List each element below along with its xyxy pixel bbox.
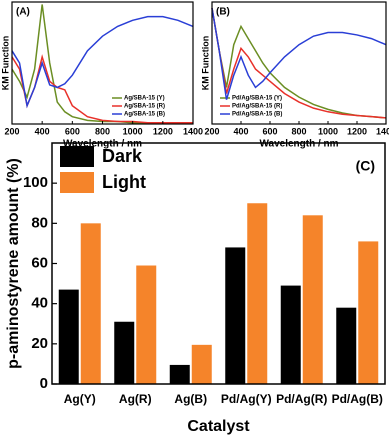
- x-tick-label: 400: [35, 126, 50, 136]
- bar: [80, 223, 101, 384]
- y-tick-label: 40: [31, 295, 48, 312]
- plot-frame: [51, 142, 386, 385]
- legend-label: Ag/SBA-15 (B): [124, 112, 165, 118]
- x-tick-label: 1200: [153, 126, 173, 136]
- x-tick-label: Ag(Y): [64, 392, 96, 406]
- plot-frame: [11, 1, 194, 125]
- x-tick-label: Pd/Ag(R): [276, 392, 327, 406]
- y-axis-title: p-aminostyrene amount (%): [5, 158, 22, 369]
- legend-label: Pd/Ag/SBA-15 (Y): [232, 96, 282, 102]
- panel-label: (B): [216, 7, 230, 18]
- y-axis-title: KM Function: [200, 36, 210, 91]
- legend-swatch: [60, 172, 94, 193]
- y-tick-label: 100: [23, 174, 48, 191]
- spectrum-line: [11, 15, 194, 109]
- bar: [136, 265, 157, 384]
- bar: [169, 364, 190, 384]
- spectrum-line: [11, 4, 193, 124]
- bar: [58, 289, 79, 384]
- bar: [302, 215, 323, 384]
- x-axis-title: Wavelength / nm: [259, 139, 338, 150]
- spectrum-line: [211, 7, 387, 100]
- x-tick-label: Pd/Ag(Y): [221, 392, 272, 406]
- x-tick-label: Pd/Ag(B): [332, 392, 383, 406]
- legend-label: Dark: [102, 146, 143, 166]
- spectrum-line: [211, 7, 387, 119]
- x-tick-label: 1400: [376, 126, 389, 136]
- y-tick-label: 0: [40, 375, 48, 392]
- bar: [280, 285, 301, 384]
- x-axis-title: Wavelength / nm: [63, 139, 142, 150]
- legend-swatch: [60, 146, 94, 167]
- x-tick-label: 1000: [318, 126, 338, 136]
- bar: [336, 307, 357, 384]
- x-tick-label: 600: [262, 126, 277, 136]
- x-tick-label: 1400: [183, 126, 203, 136]
- x-tick-label: Ag(R): [119, 392, 152, 406]
- bar: [191, 344, 212, 384]
- x-tick-label: 1200: [347, 126, 367, 136]
- x-tick-label: 1000: [123, 126, 143, 136]
- panel-label: (C): [356, 158, 375, 174]
- y-tick-label: 60: [31, 254, 48, 271]
- legend-label: Ag/SBA-15 (Y): [124, 96, 165, 102]
- x-tick-label: 200: [204, 126, 219, 136]
- bar: [358, 241, 379, 384]
- y-tick-label: 80: [31, 214, 48, 231]
- y-axis-title: KM Function: [0, 36, 10, 91]
- legend-label: Pd/Ag/SBA-15 (B): [232, 112, 282, 118]
- x-tick-label: 800: [291, 126, 306, 136]
- bar: [247, 203, 268, 384]
- x-tick-label: 800: [95, 126, 110, 136]
- legend-label: Pd/Ag/SBA-15 (R): [232, 104, 282, 110]
- legend-label: Ag/SBA-15 (R): [124, 104, 165, 110]
- bar: [114, 321, 135, 384]
- panel-label: (A): [16, 7, 30, 18]
- x-axis-title: Catalyst: [187, 418, 250, 435]
- y-tick-label: 20: [31, 335, 48, 352]
- spectrum-line: [11, 54, 193, 124]
- x-tick-label: 600: [65, 126, 80, 136]
- bar: [225, 247, 246, 384]
- legend-label: Light: [102, 172, 146, 192]
- x-tick-label: 200: [4, 126, 19, 136]
- x-tick-label: 400: [233, 126, 248, 136]
- x-tick-label: Ag(B): [174, 392, 207, 406]
